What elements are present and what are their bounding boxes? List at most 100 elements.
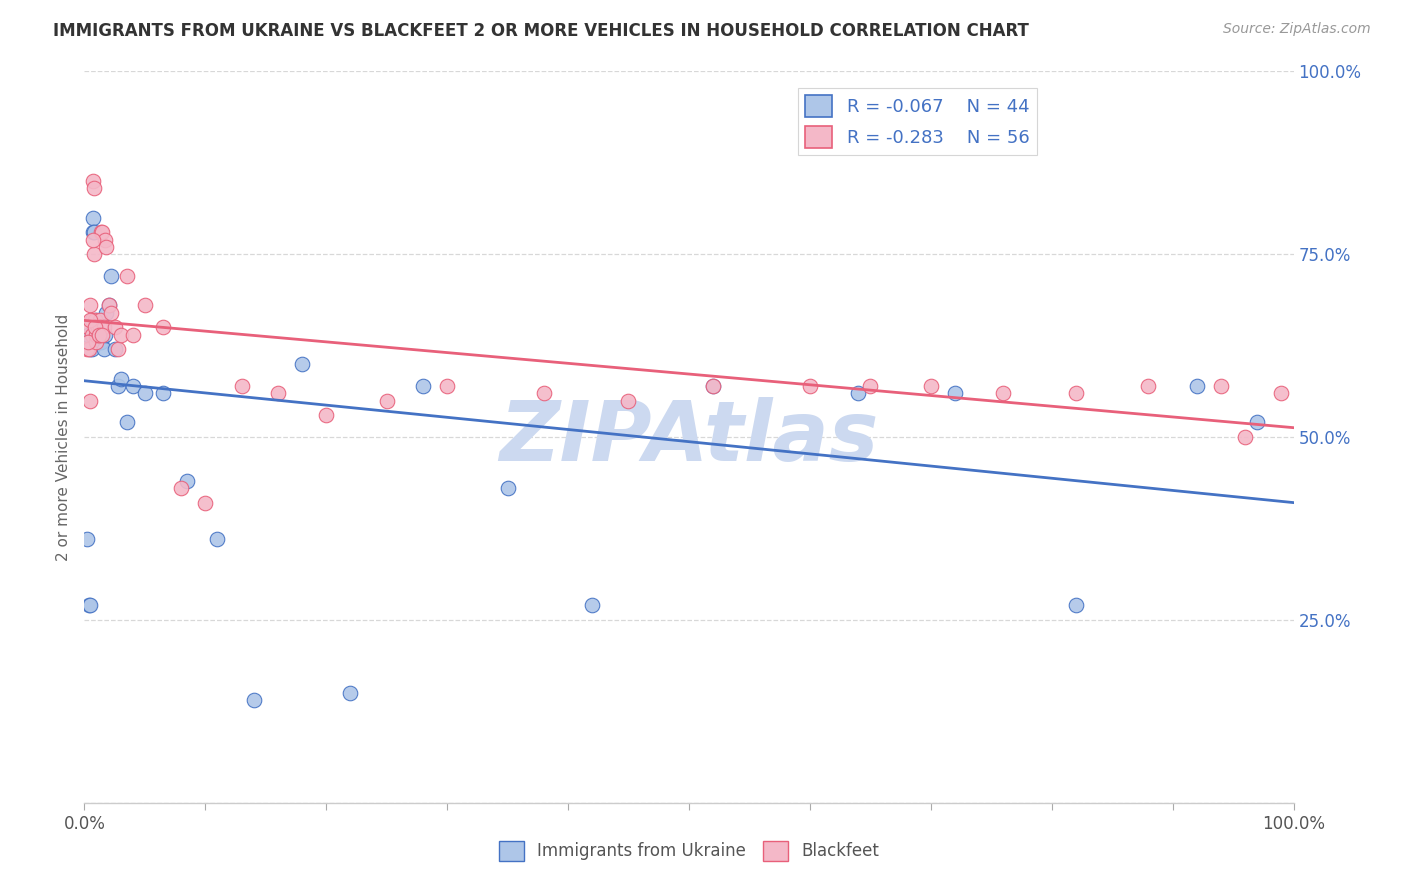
- Point: [91, 225, 114, 239]
- Point: [86, 334, 108, 349]
- Point: [110, 371, 132, 385]
- Point: [79, 343, 101, 357]
- Point: [115, 269, 138, 284]
- Point: [79, 599, 101, 613]
- Point: [315, 408, 337, 422]
- Point: [134, 298, 156, 312]
- Point: [339, 686, 361, 700]
- Point: [93, 320, 115, 334]
- Point: [77, 320, 100, 334]
- Point: [76, 343, 98, 357]
- Point: [1234, 430, 1257, 444]
- Point: [86, 320, 108, 334]
- Point: [110, 327, 132, 342]
- Point: [100, 269, 122, 284]
- Point: [77, 327, 100, 342]
- Point: [920, 379, 942, 393]
- Point: [89, 313, 111, 327]
- Point: [1270, 386, 1292, 401]
- Point: [82, 211, 104, 225]
- Point: [76, 533, 98, 547]
- Point: [242, 693, 264, 707]
- Point: [80, 343, 103, 357]
- Point: [207, 533, 229, 547]
- Point: [86, 327, 108, 342]
- Point: [90, 334, 112, 349]
- Point: [859, 379, 882, 393]
- Point: [87, 327, 110, 342]
- Point: [87, 334, 110, 349]
- Point: [93, 343, 115, 357]
- Point: [496, 481, 519, 495]
- Point: [194, 496, 217, 510]
- Point: [702, 379, 724, 393]
- Point: [152, 386, 174, 401]
- Point: [82, 174, 104, 188]
- Point: [943, 386, 966, 401]
- Point: [121, 379, 143, 393]
- Point: [107, 379, 129, 393]
- Point: [86, 334, 108, 349]
- Point: [84, 320, 107, 334]
- Point: [94, 306, 117, 320]
- Legend: Immigrants from Ukraine, Blackfeet: Immigrants from Ukraine, Blackfeet: [492, 834, 886, 868]
- Point: [267, 386, 290, 401]
- Point: [1185, 379, 1208, 393]
- Point: [993, 386, 1015, 401]
- Point: [107, 343, 129, 357]
- Point: [231, 379, 253, 393]
- Point: [79, 313, 101, 327]
- Point: [89, 320, 111, 334]
- Point: [91, 327, 114, 342]
- Point: [1137, 379, 1160, 393]
- Point: [97, 298, 120, 312]
- Point: [375, 393, 398, 408]
- Point: [91, 320, 114, 334]
- Point: [617, 393, 640, 408]
- Point: [79, 298, 101, 312]
- Point: [83, 225, 105, 239]
- Point: [83, 181, 105, 195]
- Point: [94, 240, 117, 254]
- Point: [84, 320, 107, 334]
- Point: [79, 393, 101, 408]
- Point: [89, 320, 111, 334]
- Point: [87, 327, 110, 342]
- Point: [89, 327, 111, 342]
- Text: ZIPAtlas: ZIPAtlas: [499, 397, 879, 477]
- Point: [412, 379, 434, 393]
- Point: [77, 343, 100, 357]
- Point: [83, 247, 105, 261]
- Point: [94, 233, 117, 247]
- Point: [104, 320, 127, 334]
- Point: [846, 386, 869, 401]
- Point: [90, 225, 112, 239]
- Point: [581, 599, 603, 613]
- Point: [1246, 416, 1268, 430]
- Point: [97, 298, 120, 312]
- Point: [77, 599, 100, 613]
- Point: [77, 334, 100, 349]
- Point: [1064, 599, 1087, 613]
- Point: [436, 379, 458, 393]
- Point: [176, 474, 198, 488]
- Point: [80, 313, 103, 327]
- Point: [84, 313, 107, 327]
- Point: [86, 313, 108, 327]
- Point: [1209, 379, 1232, 393]
- Y-axis label: 2 or more Vehicles in Household: 2 or more Vehicles in Household: [56, 313, 72, 561]
- Point: [104, 343, 127, 357]
- Point: [94, 327, 117, 342]
- Point: [82, 233, 104, 247]
- Text: Source: ZipAtlas.com: Source: ZipAtlas.com: [1223, 22, 1371, 37]
- Point: [291, 357, 314, 371]
- Point: [82, 225, 104, 239]
- Point: [1064, 386, 1087, 401]
- Point: [115, 416, 138, 430]
- Point: [170, 481, 193, 495]
- Point: [152, 320, 174, 334]
- Point: [799, 379, 821, 393]
- Point: [121, 327, 143, 342]
- Point: [80, 327, 103, 342]
- Point: [134, 386, 156, 401]
